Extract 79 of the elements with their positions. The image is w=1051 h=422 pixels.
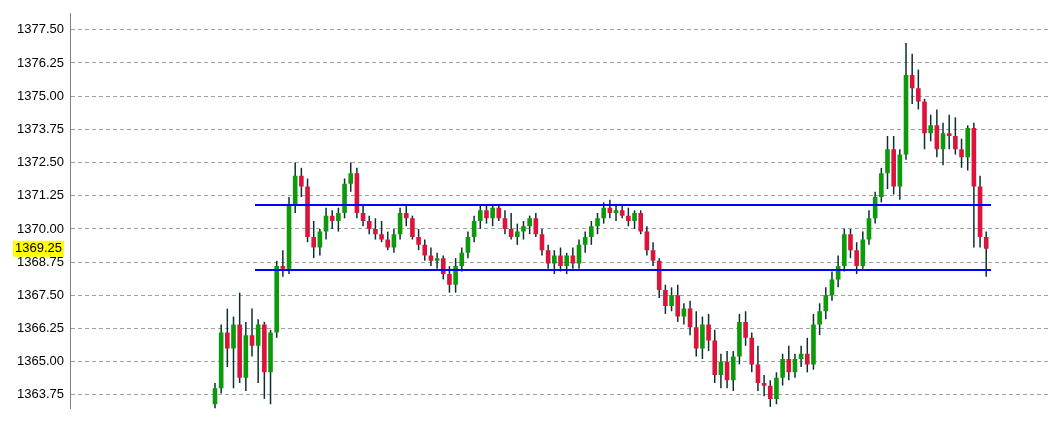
candlestick <box>669 286 674 313</box>
candlestick <box>434 252 440 270</box>
candlestick <box>422 238 428 262</box>
y-tick-label: 1375.00 <box>17 87 64 103</box>
candlestick <box>804 337 810 374</box>
candlestick <box>774 371 779 405</box>
y-tick-label: 1367.50 <box>17 286 64 302</box>
candlestick <box>675 283 681 323</box>
candlestick <box>311 220 317 259</box>
y-tick-label: 1368.75 <box>17 253 64 269</box>
candlestick <box>336 206 341 233</box>
y-tick-label: 1363.75 <box>17 386 64 402</box>
candlestick <box>817 302 822 336</box>
candlestick <box>983 230 989 278</box>
candlestick <box>595 212 600 235</box>
candlestick <box>626 206 631 228</box>
candlestick <box>700 315 705 360</box>
candlestick <box>521 220 526 241</box>
y-tick-label: 1372.50 <box>17 154 64 170</box>
candlestick <box>638 209 644 235</box>
candlestick <box>428 246 434 267</box>
candlestick <box>854 241 859 275</box>
candlestick <box>879 167 884 204</box>
candlestick <box>403 204 409 228</box>
candlestick <box>416 228 421 251</box>
candlestick <box>391 228 397 254</box>
candlestick <box>730 350 736 392</box>
candlestick <box>761 374 767 397</box>
candlestick <box>373 217 378 241</box>
candlestick <box>552 249 557 275</box>
candlestick <box>447 265 452 294</box>
candlestick <box>885 135 890 190</box>
candlestick <box>366 214 372 235</box>
candlestick <box>743 310 748 347</box>
candlestick <box>823 286 829 320</box>
y-tick-label: 1376.25 <box>17 54 64 70</box>
candlestick <box>484 204 489 225</box>
candlestick <box>477 204 483 230</box>
candlestick <box>348 161 354 193</box>
candlestick <box>601 201 606 225</box>
candlestick <box>453 257 458 294</box>
candlestick <box>693 310 699 358</box>
candlestick <box>225 307 230 368</box>
text: 1369.25 <box>15 240 63 256</box>
y-tick-label: 1370.00 <box>17 220 64 236</box>
y-tick-label: 1377.50 <box>17 21 64 37</box>
candlestick <box>502 209 508 235</box>
candlestick <box>780 353 785 387</box>
candlestick <box>928 113 933 143</box>
candlestick <box>589 220 594 246</box>
candlestick <box>916 68 921 111</box>
y-tick-label: 1366.25 <box>17 320 64 336</box>
candlestick <box>959 137 964 169</box>
candlestick <box>946 113 952 150</box>
candlestick <box>632 209 637 230</box>
candlestick <box>848 228 853 259</box>
candlestick <box>515 222 520 246</box>
candlestick <box>280 249 286 278</box>
candlestick <box>706 313 711 352</box>
candlestick <box>329 209 335 230</box>
candlestick <box>953 116 958 156</box>
candlestick <box>866 209 872 246</box>
candlestick <box>650 241 656 267</box>
y-tick-label: 1373.75 <box>17 120 64 136</box>
candlestick <box>249 307 255 358</box>
y-tick-label: 1371.25 <box>17 187 64 203</box>
candlestick <box>385 230 391 251</box>
y-tick-label: 1365.00 <box>17 353 64 369</box>
candlestick <box>663 283 668 315</box>
candlestick <box>231 315 236 390</box>
candlestick <box>767 379 773 408</box>
candlestick <box>299 167 304 198</box>
candlestick <box>613 204 619 222</box>
candlestick <box>786 345 792 382</box>
candlestick <box>527 214 532 235</box>
candlestick <box>564 252 569 275</box>
candlestick <box>490 204 495 228</box>
candlestick <box>410 214 415 241</box>
candlestick <box>379 220 384 243</box>
